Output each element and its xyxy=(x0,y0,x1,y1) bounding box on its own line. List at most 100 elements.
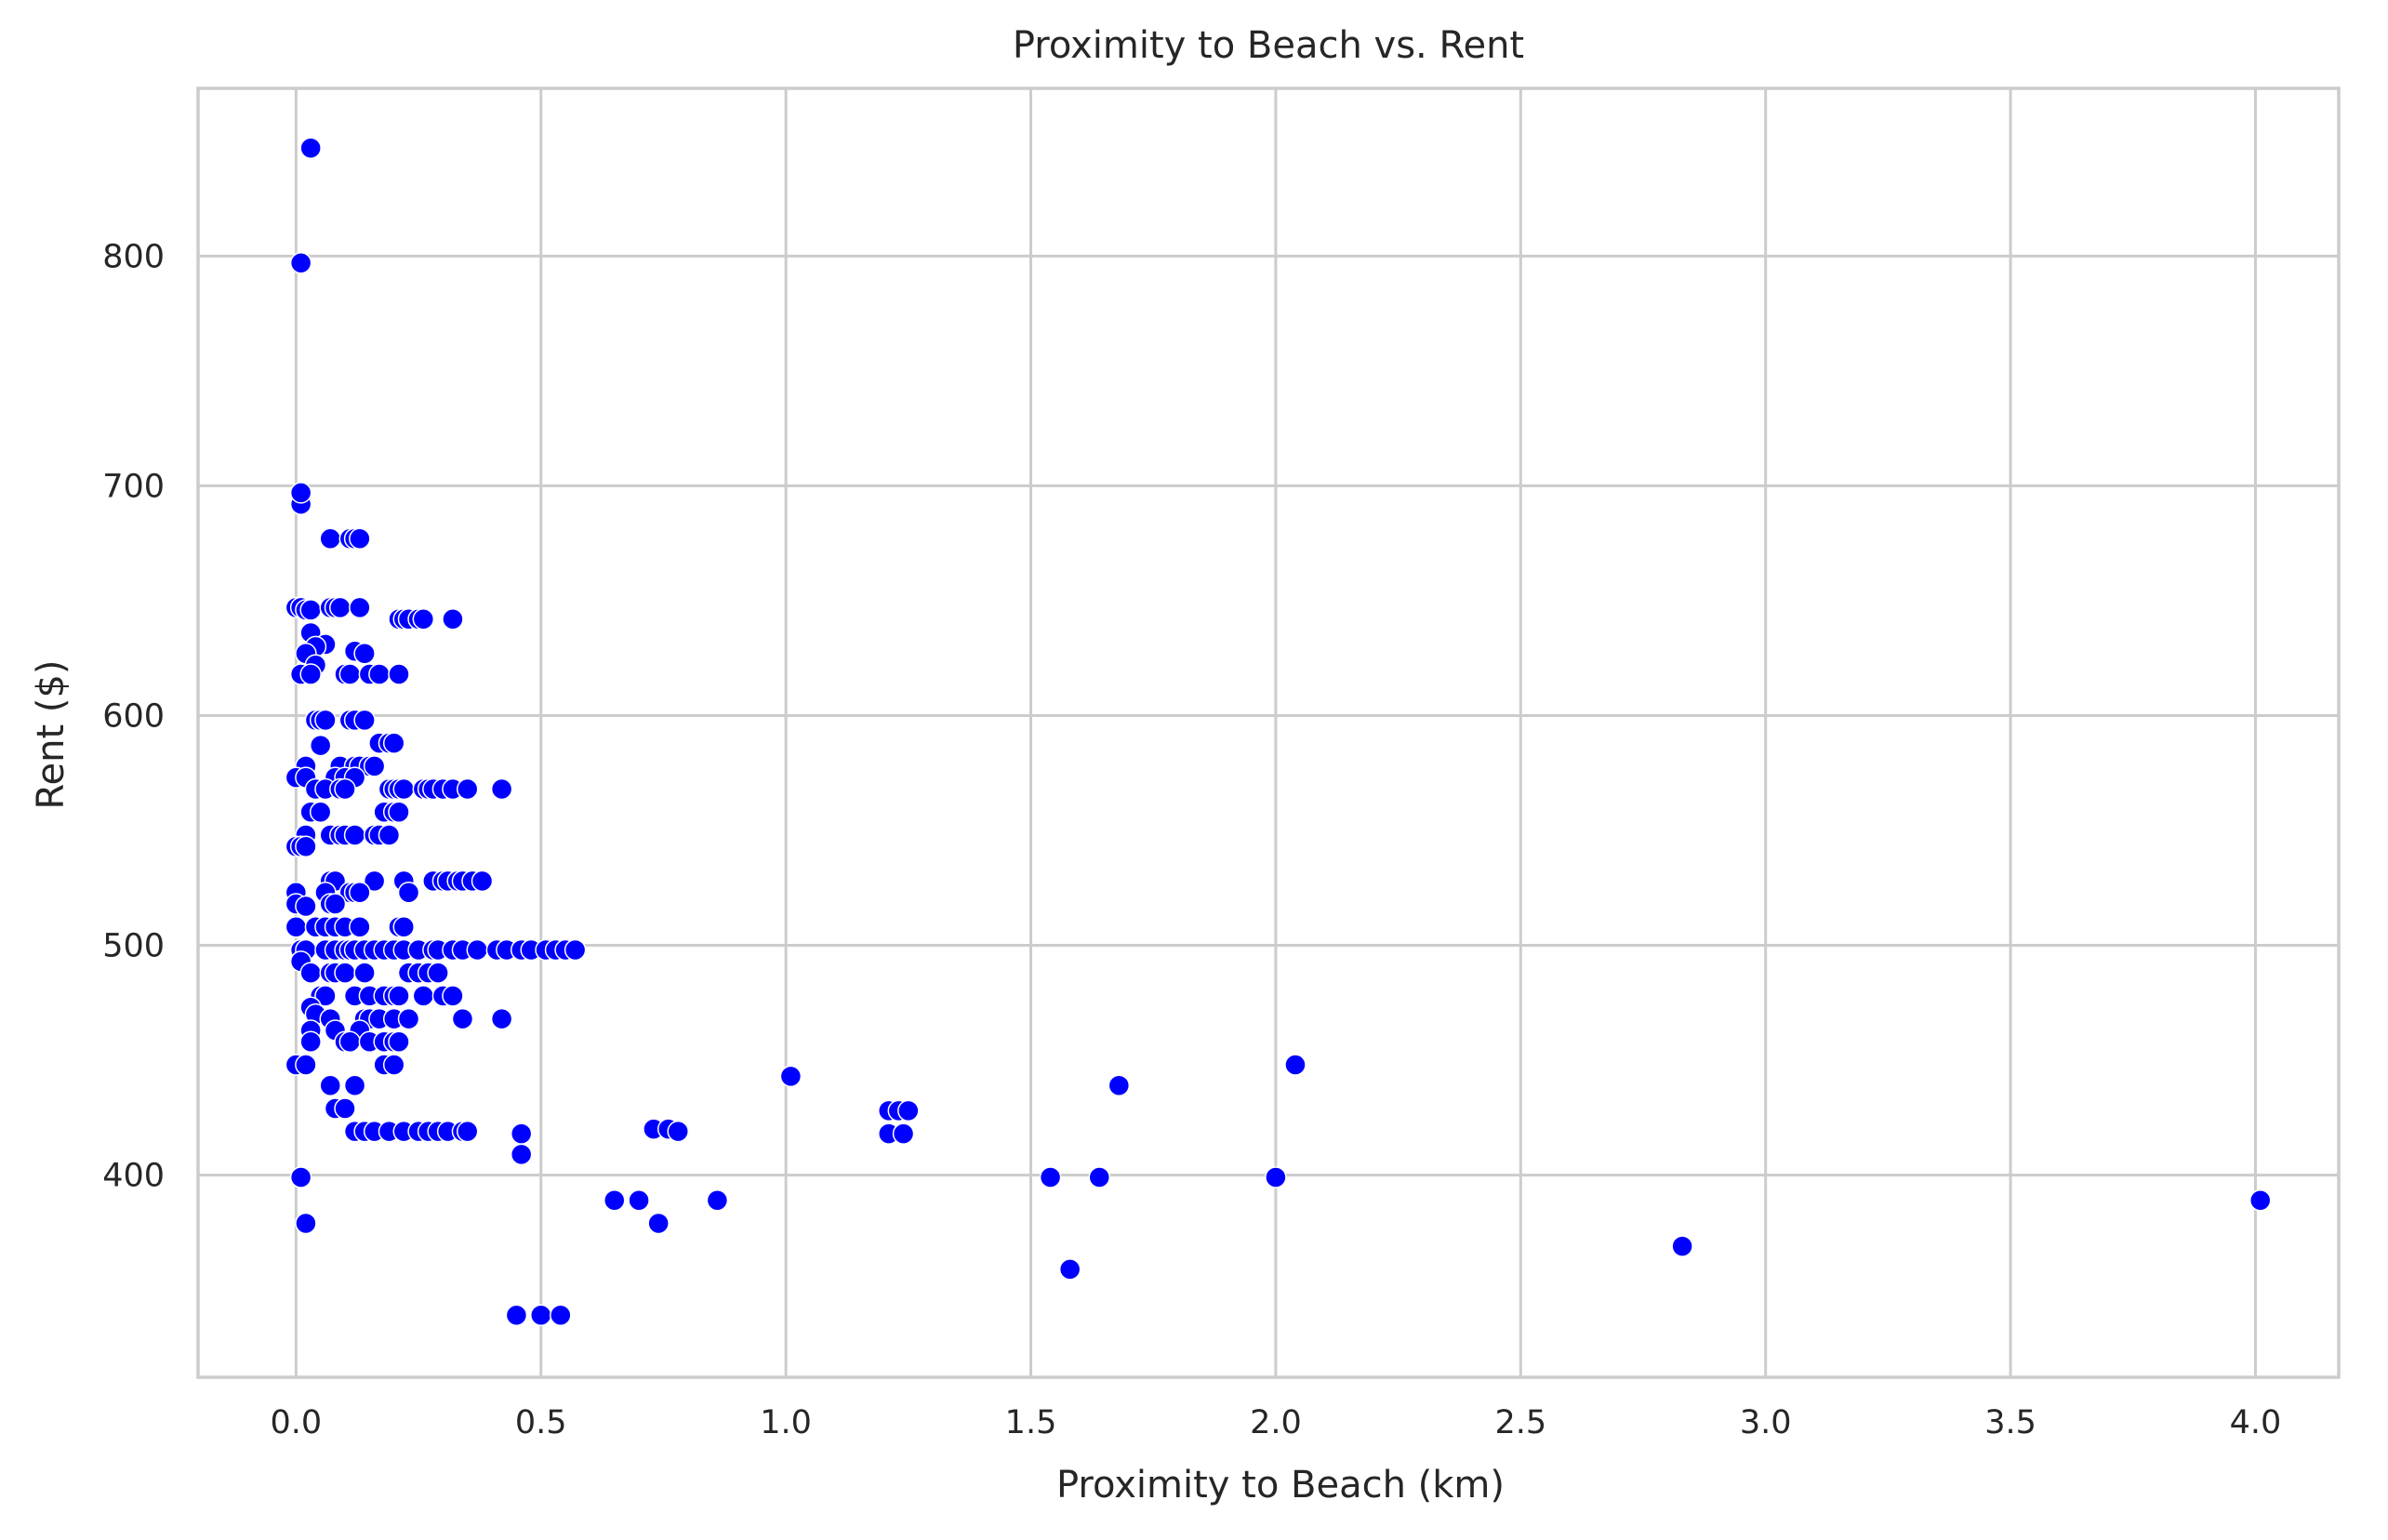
data-point xyxy=(334,1097,356,1120)
data-point xyxy=(353,962,376,984)
data-point xyxy=(299,1030,322,1054)
data-point xyxy=(295,1212,317,1235)
data-point xyxy=(427,962,449,984)
x-tick-label: 3.5 xyxy=(1984,1404,2036,1441)
data-point xyxy=(510,1122,533,1145)
data-point xyxy=(299,137,322,159)
data-point xyxy=(299,599,322,621)
data-point xyxy=(397,881,420,904)
y-axis-label: Rent ($) xyxy=(30,659,73,809)
x-tick-label: 2.5 xyxy=(1494,1404,1546,1441)
data-point xyxy=(353,643,376,665)
data-point xyxy=(319,527,341,550)
data-point xyxy=(349,916,371,938)
data-point xyxy=(368,663,391,685)
x-tick-label: 0.0 xyxy=(271,1404,323,1441)
data-point xyxy=(289,1166,312,1188)
y-tick-labels: 400 500 600 700 800 xyxy=(102,238,165,1194)
data-point xyxy=(314,985,337,1007)
data-point xyxy=(647,1212,670,1235)
data-point xyxy=(564,938,587,962)
data-points xyxy=(285,137,2272,1327)
data-point xyxy=(1108,1074,1131,1096)
data-point xyxy=(378,824,401,846)
data-point xyxy=(388,663,410,685)
data-point xyxy=(363,870,386,893)
data-point xyxy=(529,1304,552,1327)
data-point xyxy=(2249,1189,2272,1212)
data-point xyxy=(295,835,317,858)
data-point xyxy=(349,527,371,550)
data-point xyxy=(289,252,312,274)
data-point xyxy=(388,1030,410,1054)
data-point xyxy=(471,870,494,893)
x-tick-label: 4.0 xyxy=(2230,1404,2282,1441)
data-point xyxy=(451,1007,474,1030)
data-point xyxy=(1058,1258,1081,1281)
data-point xyxy=(309,801,332,823)
data-point xyxy=(412,607,435,631)
data-point xyxy=(706,1189,729,1212)
x-axis-label: Proximity to Beach (km) xyxy=(1056,1464,1505,1507)
data-point xyxy=(388,801,410,823)
x-tick-label: 1.5 xyxy=(1005,1404,1057,1441)
data-point xyxy=(382,1054,405,1076)
plot-frame xyxy=(196,86,2341,1379)
y-tick-label: 400 xyxy=(102,1158,165,1195)
data-point xyxy=(667,1120,689,1143)
data-point xyxy=(363,755,386,777)
data-point xyxy=(299,663,322,685)
data-point xyxy=(456,777,479,801)
data-point xyxy=(349,596,371,619)
data-point xyxy=(397,1007,420,1030)
y-tick-label: 700 xyxy=(102,468,165,505)
data-point xyxy=(349,881,371,904)
data-point xyxy=(897,1099,920,1122)
data-point xyxy=(490,777,513,801)
data-point xyxy=(604,1189,626,1212)
x-tick-label: 3.0 xyxy=(1740,1404,1792,1441)
data-point xyxy=(388,985,410,1007)
y-tick-label: 500 xyxy=(102,928,165,965)
data-point xyxy=(329,596,352,619)
data-point xyxy=(779,1065,803,1088)
data-point xyxy=(295,895,317,918)
data-point xyxy=(442,607,464,631)
data-point xyxy=(490,1007,513,1030)
data-point xyxy=(892,1122,915,1145)
data-point xyxy=(382,732,405,754)
x-tick-label: 1.0 xyxy=(760,1404,812,1441)
data-point xyxy=(1039,1166,1062,1188)
data-point xyxy=(319,1074,341,1096)
data-point xyxy=(353,709,376,732)
data-point xyxy=(1671,1235,1693,1257)
data-point xyxy=(628,1189,650,1212)
data-point xyxy=(466,938,489,962)
data-point xyxy=(299,962,322,984)
data-point xyxy=(324,893,347,915)
chart-title: Proximity to Beach vs. Rent xyxy=(1013,24,1524,67)
data-point xyxy=(505,1304,528,1327)
data-point xyxy=(510,1143,533,1166)
data-point xyxy=(343,824,366,846)
data-point xyxy=(1284,1054,1307,1076)
data-point xyxy=(412,985,435,1007)
data-point xyxy=(442,985,464,1007)
data-point xyxy=(550,1304,572,1327)
y-tick-label: 600 xyxy=(102,697,165,735)
data-point xyxy=(338,663,362,685)
data-point xyxy=(392,777,415,801)
data-point xyxy=(309,734,332,757)
data-point xyxy=(314,709,337,732)
x-tick-label: 2.0 xyxy=(1250,1404,1302,1441)
data-point xyxy=(295,1054,317,1076)
data-point xyxy=(392,916,415,938)
data-point xyxy=(285,916,308,938)
data-point xyxy=(334,962,356,984)
data-point xyxy=(456,1120,479,1143)
x-tick-labels: 0.0 0.5 1.0 1.5 2.0 2.5 3.0 3.5 4.0 xyxy=(271,1404,2282,1441)
data-point xyxy=(289,482,312,504)
data-point xyxy=(343,1074,366,1096)
